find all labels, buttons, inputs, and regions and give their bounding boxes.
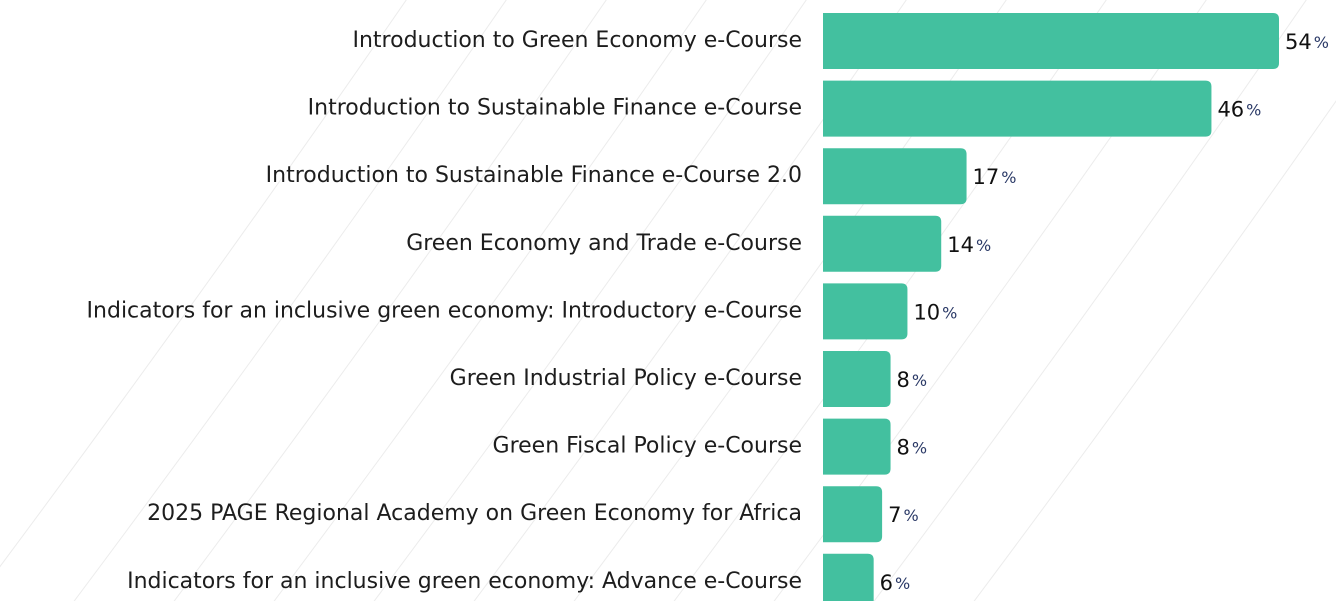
value-unit: % [1001,168,1016,187]
bar [823,418,891,475]
category-label: Green Economy and Trade e-Course [406,231,802,256]
value-number: 14 [947,233,974,257]
value-number: 7 [888,503,901,527]
bar [823,13,1279,69]
value-label: 46% [1217,98,1261,122]
bar [823,553,874,601]
value-label: 8% [897,436,928,460]
value-number: 6 [880,571,893,595]
value-label: 54% [1285,30,1329,54]
bar [823,215,942,272]
value-unit: % [903,506,918,525]
value-unit: % [895,573,910,592]
value-label: 10% [913,300,957,324]
value-number: 17 [973,165,1000,189]
bar [823,283,908,340]
value-unit: % [912,438,927,457]
bar [823,486,883,543]
value-unit: % [1246,100,1261,119]
category-label: Green Fiscal Policy e-Course [493,434,802,459]
category-label: Indicators for an inclusive green econom… [127,569,802,594]
value-number: 8 [897,436,910,460]
value-number: 8 [897,368,910,392]
value-number: 10 [913,300,940,324]
category-label: Green Industrial Policy e-Course [450,366,802,391]
category-label: Introduction to Sustainable Finance e-Co… [308,96,802,121]
category-label: Indicators for an inclusive green econom… [87,298,802,323]
bar [823,351,891,407]
value-number: 54 [1285,30,1312,54]
value-label: 17% [973,165,1017,189]
value-label: 6% [880,571,911,595]
category-label: 2025 PAGE Regional Academy on Green Econ… [147,501,802,526]
category-label: Introduction to Sustainable Finance e-Co… [266,163,802,188]
value-unit: % [942,303,957,322]
value-unit: % [912,371,927,390]
value-unit: % [976,235,991,254]
value-label: 8% [897,368,928,392]
value-label: 14% [947,233,991,257]
category-label: Introduction to Green Economy e-Course [353,28,803,53]
value-unit: % [1314,33,1329,52]
bar [823,80,1212,137]
value-number: 46 [1217,98,1244,122]
value-label: 7% [888,503,919,527]
bar [823,148,967,205]
